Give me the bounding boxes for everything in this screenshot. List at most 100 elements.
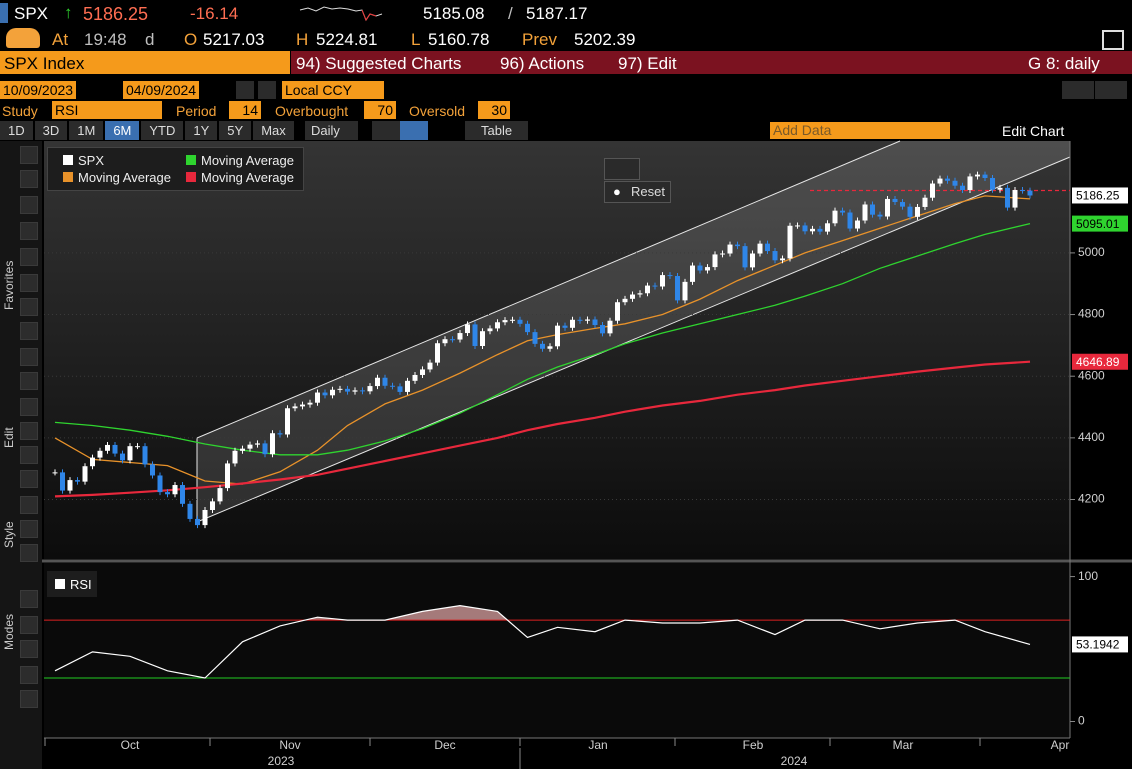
period-button[interactable]: 3D	[34, 121, 68, 140]
reset-button[interactable]	[604, 181, 671, 203]
zoom-menu[interactable]	[604, 158, 640, 180]
nav-prev[interactable]	[236, 81, 254, 99]
candle	[1020, 190, 1025, 192]
tool-icon[interactable]	[20, 666, 38, 684]
tool-icon[interactable]	[20, 248, 38, 266]
tool-icon[interactable]	[20, 616, 38, 634]
edit-chart[interactable]: Edit Chart	[1002, 123, 1065, 139]
low-label: L	[411, 30, 421, 49]
period-button[interactable]: 1Y	[185, 121, 218, 140]
candle	[892, 198, 898, 203]
value-tag	[1072, 215, 1128, 232]
candle	[660, 275, 665, 287]
candle	[337, 388, 343, 390]
x-tick-label: Dec	[434, 738, 455, 752]
tool-icon[interactable]	[20, 446, 38, 464]
security-box[interactable]	[0, 51, 290, 74]
tool-icon[interactable]	[20, 298, 38, 316]
menu-item[interactable]: 94) Suggested Charts	[296, 54, 462, 73]
candle	[810, 228, 815, 232]
value-tag	[1072, 187, 1128, 204]
tool-icon[interactable]	[20, 590, 38, 608]
value-tag	[1072, 636, 1128, 653]
y-tick-label: 4400	[1078, 430, 1105, 444]
tool-icon[interactable]	[20, 196, 38, 214]
candle	[225, 463, 230, 489]
moving-average	[54, 195, 1031, 485]
candle	[885, 198, 890, 217]
candle	[780, 258, 785, 261]
period-button[interactable]: 1D	[0, 121, 33, 140]
currency[interactable]: Local CCY	[282, 81, 384, 99]
tool-icon[interactable]	[20, 322, 38, 340]
legend-label: Moving Average	[78, 170, 171, 185]
candle	[862, 204, 868, 221]
period-button[interactable]: YTD	[141, 121, 184, 140]
last-price: 5186.25	[83, 4, 149, 24]
tool-icon[interactable]	[20, 544, 38, 562]
period-button[interactable]: 6M	[105, 121, 140, 140]
x-tick-label: Feb	[743, 738, 764, 752]
add-data[interactable]: Add Data	[770, 122, 950, 139]
candle	[652, 285, 658, 287]
sidebar-label: Favorites	[2, 260, 16, 310]
period-button[interactable]: 1M	[69, 121, 104, 140]
end-date[interactable]: 04/09/2024	[123, 81, 200, 99]
start-date[interactable]: 10/09/2023	[0, 81, 77, 99]
tool-icon[interactable]	[20, 348, 38, 366]
tool-icon[interactable]	[20, 274, 38, 292]
candle	[690, 265, 695, 282]
tool-icon[interactable]	[20, 222, 38, 240]
legend-swatch	[186, 155, 196, 165]
tool-icon[interactable]	[20, 470, 38, 488]
candle	[352, 390, 358, 392]
candle	[157, 475, 163, 493]
chart-type-candle[interactable]	[400, 121, 428, 140]
candle	[397, 386, 403, 392]
tool-icon[interactable]	[20, 690, 38, 708]
rsi-panel	[44, 563, 1070, 738]
overbought[interactable]: 70	[364, 101, 396, 119]
candle	[600, 325, 605, 334]
candle	[817, 228, 823, 232]
overbought-fill	[305, 605, 508, 621]
period-button[interactable]: Max	[253, 121, 294, 140]
candle	[202, 509, 208, 526]
chart-type-line[interactable]	[372, 121, 400, 140]
table-button[interactable]: Table	[465, 121, 529, 140]
period[interactable]: 14	[229, 101, 261, 119]
moving-average	[54, 222, 1031, 456]
tool-icon[interactable]	[20, 170, 38, 188]
candle	[532, 332, 538, 344]
redo[interactable]	[1095, 81, 1127, 99]
tool-icon[interactable]	[20, 496, 38, 514]
candle	[855, 220, 860, 229]
candle	[562, 325, 568, 328]
oversold[interactable]: 30	[478, 101, 510, 119]
frequency[interactable]: Daily	[305, 121, 358, 140]
undo[interactable]	[1062, 81, 1094, 99]
candle	[405, 380, 410, 392]
candle	[922, 197, 928, 207]
tool-icon[interactable]	[20, 422, 38, 440]
menu-item[interactable]: 97) Edit	[618, 54, 677, 73]
tool-icon[interactable]	[20, 520, 38, 538]
candle	[675, 276, 680, 301]
menu-item[interactable]: 96) Actions	[500, 54, 585, 73]
tool-icon[interactable]	[20, 146, 38, 164]
candle	[952, 180, 958, 186]
candle	[150, 464, 155, 476]
nav-next[interactable]	[258, 81, 276, 99]
study-name[interactable]: RSI	[52, 101, 162, 119]
rsi-line	[54, 604, 1031, 679]
tool-icon[interactable]	[20, 398, 38, 416]
export-icon[interactable]	[1102, 30, 1124, 50]
tool-icon[interactable]	[20, 640, 38, 658]
candle	[645, 285, 650, 294]
menu-bar	[291, 51, 1132, 74]
tool-icon[interactable]	[20, 372, 38, 390]
candle	[487, 328, 493, 332]
candle	[210, 501, 215, 510]
period-button[interactable]: 5Y	[219, 121, 252, 140]
